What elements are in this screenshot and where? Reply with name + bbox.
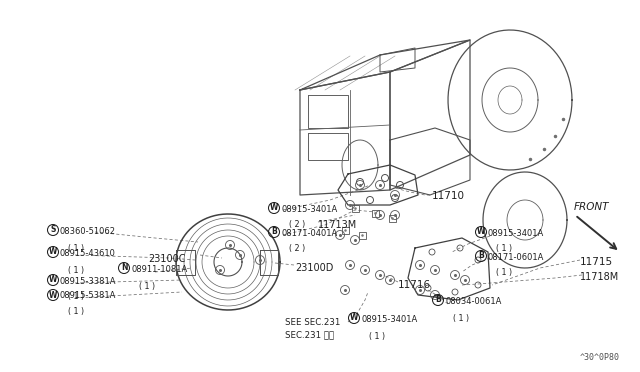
- Text: B: B: [478, 251, 484, 260]
- Text: W: W: [49, 276, 57, 285]
- Text: ( 1 ): ( 1 ): [369, 332, 385, 341]
- Text: ( 1 ): ( 1 ): [496, 244, 512, 253]
- Text: W: W: [49, 291, 57, 299]
- Text: 11713M: 11713M: [318, 220, 357, 230]
- Text: N: N: [121, 263, 127, 273]
- Text: 23100C: 23100C: [148, 254, 186, 264]
- Text: 23100D: 23100D: [295, 263, 333, 273]
- Text: 08915-3381A: 08915-3381A: [60, 276, 116, 285]
- Text: 11716: 11716: [398, 280, 431, 290]
- Text: 08915-5381A: 08915-5381A: [60, 292, 116, 301]
- Text: 08915-3401A: 08915-3401A: [281, 205, 337, 214]
- Text: ( 1 ): ( 1 ): [68, 307, 84, 316]
- Text: 08915-3401A: 08915-3401A: [361, 314, 417, 324]
- Bar: [388, 215, 396, 221]
- Text: W: W: [477, 228, 485, 237]
- Bar: [358, 231, 365, 238]
- Text: ( 1 ): ( 1 ): [68, 244, 84, 253]
- Text: S: S: [51, 225, 56, 234]
- Text: 08034-0061A: 08034-0061A: [445, 296, 501, 305]
- Text: ( 1 ): ( 1 ): [68, 266, 84, 275]
- Text: 08171-0601A: 08171-0601A: [488, 253, 545, 262]
- Text: 08915-43610: 08915-43610: [60, 248, 116, 257]
- Text: SEE SEC.231: SEE SEC.231: [285, 318, 340, 327]
- Text: ( 2 ): ( 2 ): [289, 220, 305, 229]
- Bar: [371, 209, 378, 217]
- Text: FRONT: FRONT: [574, 202, 609, 212]
- Text: 11715: 11715: [580, 257, 613, 267]
- Text: ( 1 ): ( 1 ): [139, 282, 155, 291]
- Text: B: B: [271, 228, 277, 237]
- Bar: [351, 205, 358, 212]
- Bar: [342, 227, 349, 234]
- Text: ( 1 ): ( 1 ): [453, 314, 469, 323]
- Text: W: W: [350, 314, 358, 323]
- Text: ^30^0P80: ^30^0P80: [580, 353, 620, 362]
- Text: 08171-0401A: 08171-0401A: [281, 228, 337, 237]
- Text: B: B: [435, 295, 441, 305]
- Text: ( 2 ): ( 2 ): [289, 244, 305, 253]
- Text: 11718M: 11718M: [580, 272, 620, 282]
- Text: SEC.231 参照: SEC.231 参照: [285, 330, 334, 339]
- Text: ( 1 ): ( 1 ): [496, 268, 512, 277]
- Text: W: W: [49, 247, 57, 257]
- Text: ( 1 ): ( 1 ): [68, 292, 84, 301]
- Text: 08915-3401A: 08915-3401A: [488, 228, 544, 237]
- Text: 11710: 11710: [432, 191, 465, 201]
- Text: W: W: [270, 203, 278, 212]
- Text: 08360-51062: 08360-51062: [60, 227, 116, 235]
- Text: 08911-1081A: 08911-1081A: [131, 264, 188, 273]
